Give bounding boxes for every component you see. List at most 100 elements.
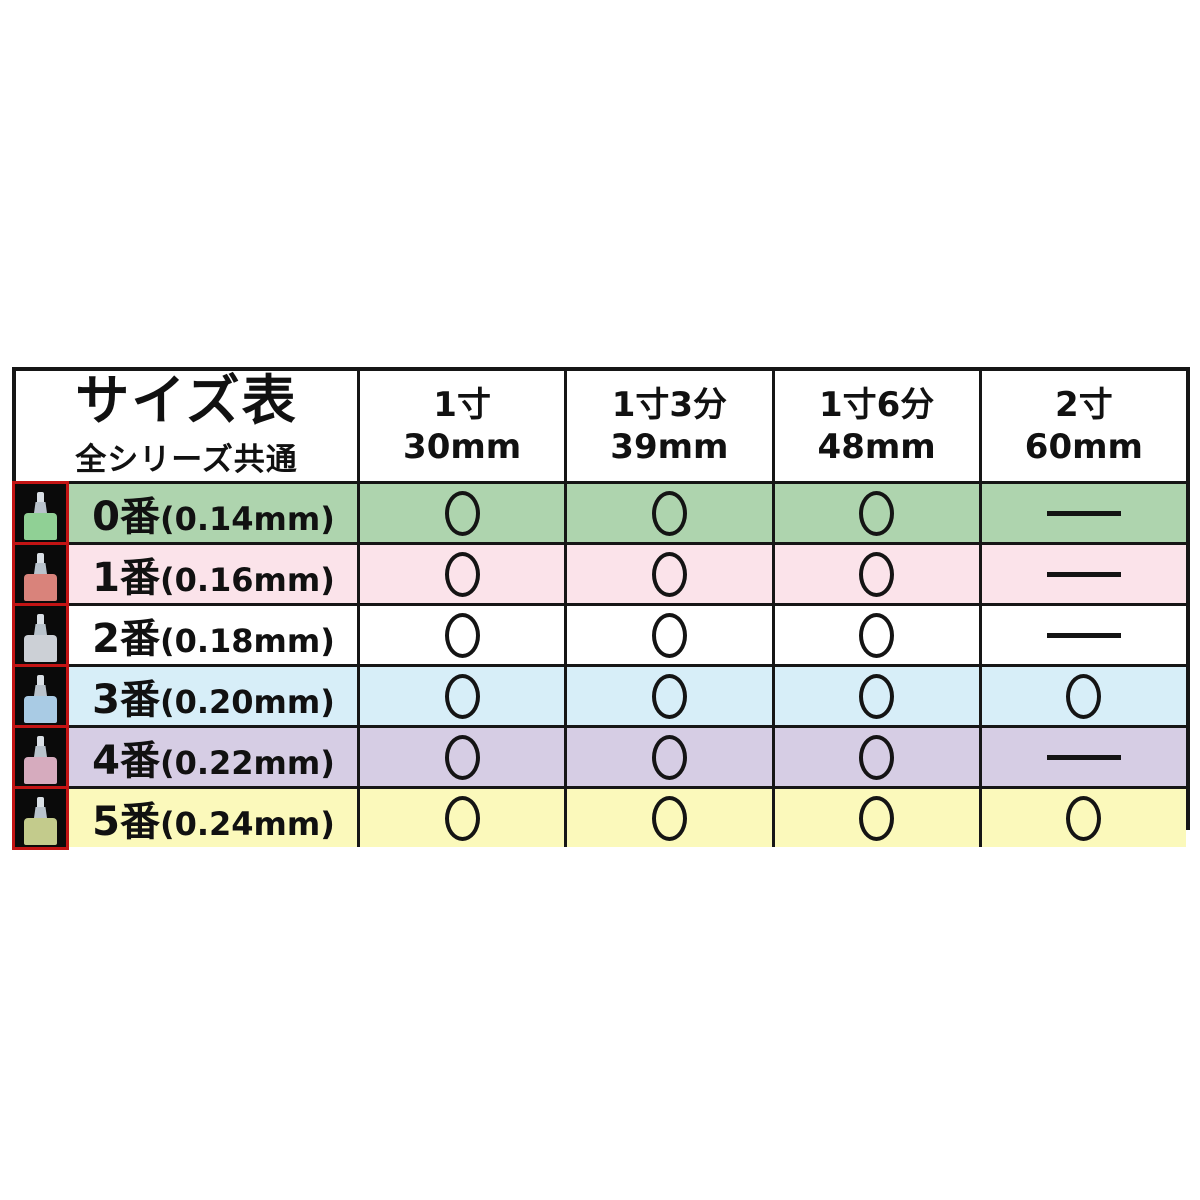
bottle-tip — [37, 553, 44, 563]
row-label-cell: 4番(0.22mm) — [12, 725, 357, 789]
availability-mark — [651, 551, 687, 597]
availability-cell — [564, 725, 772, 786]
availability-mark — [444, 551, 480, 597]
product-thumbnail — [12, 664, 69, 728]
bottle-icon — [24, 675, 57, 725]
row-diameter: (0.18mm) — [159, 622, 335, 660]
availability-cell — [978, 481, 1186, 542]
availability-cell — [564, 542, 772, 603]
size-mm: 60mm — [1024, 427, 1143, 467]
bottle-body — [24, 818, 57, 845]
availability-mark — [859, 551, 895, 597]
row-number: 5番 — [92, 799, 160, 845]
availability-mark — [859, 734, 895, 780]
availability-mark — [651, 612, 687, 658]
availability-cell — [771, 786, 979, 847]
availability-mark — [651, 490, 687, 536]
availability-mark — [859, 612, 895, 658]
bottle-tip — [37, 675, 44, 685]
row-label-cell: 1番(0.16mm) — [12, 542, 357, 606]
availability-mark — [444, 795, 480, 841]
bottle-tip — [37, 797, 44, 807]
row-label-cell: 3番(0.20mm) — [12, 664, 357, 728]
availability-mark — [1046, 571, 1121, 577]
row-label-cell: 0番(0.14mm) — [12, 481, 357, 545]
column-header-60mm: 2寸 60mm — [978, 371, 1186, 481]
availability-mark — [1046, 510, 1121, 516]
row-label: 2番(0.18mm) — [92, 606, 335, 664]
bottle-icon — [24, 492, 57, 542]
row-number: 2番 — [92, 616, 160, 662]
bottle-body — [24, 696, 57, 723]
bottle-neck — [34, 685, 47, 696]
availability-cell — [357, 481, 565, 542]
product-thumbnail — [12, 542, 69, 606]
bottle-tip — [37, 492, 44, 502]
row-number: 4番 — [92, 738, 160, 784]
availability-mark — [651, 734, 687, 780]
availability-cell — [357, 786, 565, 847]
availability-mark — [1066, 795, 1102, 841]
bottle-tip — [37, 614, 44, 624]
row-diameter: (0.20mm) — [159, 683, 335, 721]
size-mm: 48mm — [817, 427, 936, 467]
availability-cell — [978, 664, 1186, 725]
availability-cell — [978, 725, 1186, 786]
row-diameter: (0.14mm) — [159, 500, 335, 538]
availability-cell — [978, 603, 1186, 664]
bottle-body — [24, 757, 57, 784]
size-name: 1寸6分 — [818, 384, 935, 425]
availability-cell — [564, 481, 772, 542]
row-diameter: (0.16mm) — [159, 561, 335, 599]
availability-cell — [357, 664, 565, 725]
availability-mark — [1046, 754, 1121, 760]
column-header-39mm: 1寸3分 39mm — [564, 371, 771, 481]
availability-mark — [444, 673, 480, 719]
availability-mark — [651, 673, 687, 719]
column-header-30mm: 1寸 30mm — [357, 371, 564, 481]
product-thumbnail — [12, 603, 69, 667]
size-name: 1寸 — [433, 384, 491, 425]
bottle-icon — [24, 797, 57, 847]
availability-cell — [564, 664, 772, 725]
availability-cell — [564, 603, 772, 664]
column-header-48mm: 1寸6分 48mm — [771, 371, 979, 481]
availability-cell — [771, 481, 979, 542]
row-number: 1番 — [92, 555, 160, 601]
bottle-neck — [34, 807, 47, 818]
availability-cell — [357, 603, 565, 664]
table-title: サイズ表 — [75, 369, 298, 433]
table-header-cell: サイズ表 全シリーズ共通 — [16, 371, 357, 481]
availability-mark — [859, 795, 895, 841]
bottle-icon — [24, 553, 57, 603]
row-label: 4番(0.22mm) — [92, 728, 335, 786]
size-name: 1寸3分 — [611, 384, 728, 425]
size-mm: 30mm — [403, 427, 522, 467]
availability-cell — [771, 603, 979, 664]
availability-mark — [1046, 632, 1121, 638]
size-table: サイズ表 全シリーズ共通 1寸 30mm 1寸3分 39mm 1寸6分 48mm… — [12, 367, 1190, 850]
product-thumbnail — [12, 481, 69, 545]
availability-mark — [444, 490, 480, 536]
row-label-cell: 5番(0.24mm) — [12, 786, 357, 850]
bottle-neck — [34, 624, 47, 635]
row-label-cell: 2番(0.18mm) — [12, 603, 357, 667]
bottle-neck — [34, 746, 47, 757]
row-number: 3番 — [92, 677, 160, 723]
size-name: 2寸 — [1055, 384, 1113, 425]
bottle-neck — [34, 502, 47, 513]
product-thumbnail — [12, 725, 69, 789]
row-label: 1番(0.16mm) — [92, 545, 335, 603]
bottle-icon — [24, 614, 57, 664]
availability-mark — [651, 795, 687, 841]
availability-mark — [444, 734, 480, 780]
availability-mark — [444, 612, 480, 658]
product-thumbnail — [12, 786, 69, 850]
availability-cell — [357, 725, 565, 786]
availability-cell — [978, 542, 1186, 603]
availability-cell — [564, 786, 772, 847]
row-label: 5番(0.24mm) — [92, 789, 335, 847]
row-label: 0番(0.14mm) — [92, 484, 335, 542]
availability-mark — [859, 490, 895, 536]
